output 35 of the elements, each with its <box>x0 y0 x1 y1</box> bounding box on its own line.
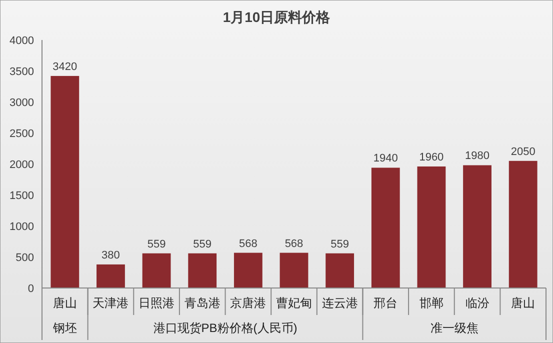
y-tick-label: 3500 <box>10 66 34 78</box>
y-tick-label: 1500 <box>10 190 34 202</box>
y-tick-label: 500 <box>16 252 34 264</box>
data-label: 1940 <box>373 152 398 165</box>
data-label: 559 <box>147 238 166 250</box>
data-label: 2050 <box>510 146 536 158</box>
x-tick-label: 邯郸 <box>419 296 444 310</box>
x-tick-label: 邢台 <box>374 296 398 310</box>
y-tick-label: 2500 <box>10 128 34 140</box>
y-tick-label: 2000 <box>10 159 34 171</box>
data-label: 568 <box>284 238 304 250</box>
data-label: 1960 <box>419 151 444 164</box>
x-tick-label: 临汾 <box>465 296 490 310</box>
x-tick-label: 日照港 <box>138 296 175 310</box>
data-label: 380 <box>102 249 120 262</box>
y-tick-label: 3000 <box>10 97 34 109</box>
x-tick-label: 青岛港 <box>184 296 220 310</box>
y-tick-label: 4000 <box>10 35 34 47</box>
text: 准一级焦 <box>430 321 478 335</box>
text: 港口现货PB粉价格(人民币) <box>153 321 298 335</box>
data-label: 3420 <box>52 60 78 73</box>
x-tick-label: 唐山 <box>511 296 536 310</box>
data-label: 559 <box>193 238 212 250</box>
x-tick-label: 京唐港 <box>230 296 266 310</box>
x-tick-label: 连云港 <box>322 296 358 310</box>
text: 钢坯 <box>52 321 77 335</box>
x-tick-label: 曹妃甸 <box>276 296 312 310</box>
chart-title: 1月10日原料价格 <box>222 9 332 25</box>
y-tick-label: 0 <box>28 283 34 295</box>
x-tick-label: 天津港 <box>92 296 129 310</box>
x-tick-label: 唐山 <box>52 296 77 310</box>
data-label: 1980 <box>465 150 490 162</box>
y-tick-label: 1000 <box>10 221 34 233</box>
data-label: 559 <box>330 238 349 250</box>
data-label: 568 <box>239 238 258 250</box>
